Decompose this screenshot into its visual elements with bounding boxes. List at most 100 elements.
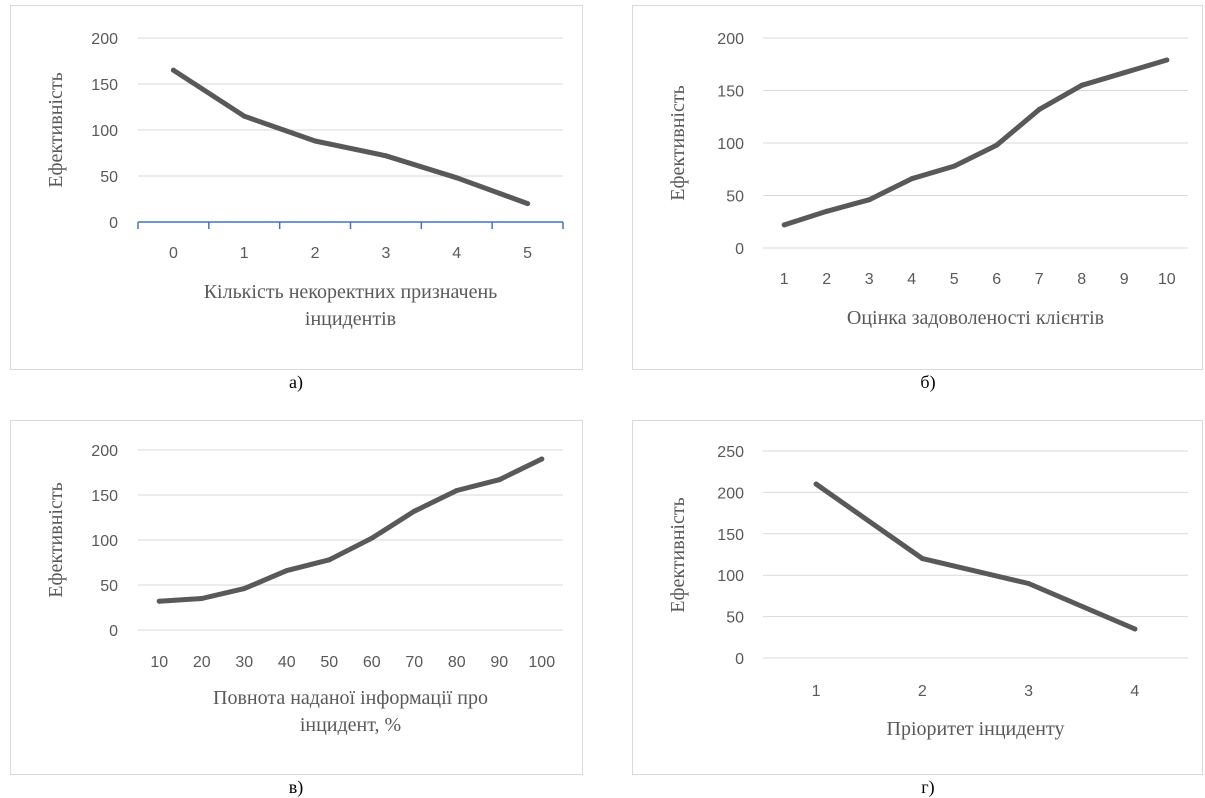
series-line [170,67,531,207]
x-tick-label: 3 [1024,683,1033,700]
data-point [383,153,389,159]
caption-a: а) [289,372,303,392]
x-tick-label: 30 [235,654,253,671]
x-axis-title: Кількість некоректних призначень [204,281,498,303]
y-tick-label: 0 [735,241,744,258]
x-tick-label: 3 [381,245,390,262]
y-tick-label: 200 [717,31,744,48]
data-point [1079,82,1085,88]
y-tick-label: 150 [91,488,118,505]
y-tick-label: 150 [717,84,744,101]
data-point [241,113,247,119]
x-tick-label: 4 [907,271,916,288]
data-point [312,138,318,144]
data-point [411,508,417,514]
chart-frame-b [632,5,1203,370]
data-point [994,142,1000,148]
y-tick-label: 50 [100,578,118,595]
x-tick-label: 80 [448,654,466,671]
x-tick-label: 0 [169,245,178,262]
data-point [525,201,531,207]
caption-c: в) [288,777,304,797]
data-point [909,176,915,182]
y-tick-label: 100 [717,136,744,153]
x-tick-label: 9 [1120,271,1129,288]
x-tick-label: 70 [405,654,423,671]
series-line [156,456,545,604]
y-tick-label: 100 [91,123,118,140]
x-tick-label: 10 [150,654,168,671]
data-point [1132,626,1138,632]
x-tick-label: 60 [363,654,381,671]
x-tick-label: 2 [311,245,320,262]
data-point [1036,106,1042,112]
data-point [156,598,162,604]
x-tick-label: 90 [490,654,508,671]
x-axis-title: інцидентів [305,308,396,330]
data-point [1121,70,1127,76]
x-tick-label: 20 [193,654,211,671]
y-axis-title: Ефективність [45,482,67,597]
x-tick-label: 4 [1130,683,1139,700]
series-line [813,481,1138,632]
y-tick-label: 100 [91,533,118,550]
y-tick-label: 50 [726,610,744,627]
data-point [813,481,819,487]
x-tick-label: 4 [452,245,461,262]
data-point [496,477,502,483]
x-tick-label: 100 [528,654,555,671]
data-point [454,175,460,181]
y-tick-label: 250 [717,444,744,461]
y-tick-label: 0 [109,215,118,232]
x-tick-label: 5 [950,271,959,288]
data-point [1164,57,1170,63]
x-tick-label: 6 [992,271,1001,288]
x-tick-label: 1 [780,271,789,288]
data-point [241,586,247,592]
chart-frame-d [632,420,1203,775]
x-tick-label: 10 [1158,271,1176,288]
y-tick-label: 200 [91,31,118,48]
y-axis-title: Ефективність [667,497,689,612]
data-point [170,67,176,73]
y-tick-label: 150 [91,77,118,94]
y-tick-label: 200 [91,443,118,460]
x-tick-label: 3 [865,271,874,288]
data-point [454,488,460,493]
data-point [919,556,925,562]
y-tick-label: 200 [717,485,744,502]
x-tick-label: 2 [822,271,831,288]
x-tick-label: 1 [240,245,249,262]
x-tick-label: 1 [812,683,821,700]
x-axis-title: інцидент, % [300,714,401,736]
y-tick-label: 150 [717,527,744,544]
y-tick-label: 0 [109,623,118,640]
y-tick-label: 50 [726,189,744,206]
data-point [951,163,957,169]
series-line [781,57,1170,228]
caption-b: б) [920,372,936,392]
x-axis-title: Пріоритет інциденту [887,718,1065,740]
x-tick-label: 50 [320,654,338,671]
x-axis-title: Повнота наданої інформації про [213,687,488,709]
x-tick-label: 40 [278,654,296,671]
data-point [1026,580,1032,586]
y-axis-title: Ефективність [45,72,67,187]
data-point [284,568,290,574]
data-point [199,596,205,601]
data-point [866,197,872,203]
data-point [824,208,830,214]
y-tick-label: 0 [735,651,744,668]
y-axis-title: Ефективність [667,85,689,200]
x-tick-label: 8 [1077,271,1086,288]
y-tick-label: 50 [100,169,118,186]
data-point [781,222,787,228]
data-point [326,557,332,563]
x-tick-label: 2 [918,683,927,700]
y-tick-label: 100 [717,568,744,585]
x-tick-label: 5 [523,245,532,262]
